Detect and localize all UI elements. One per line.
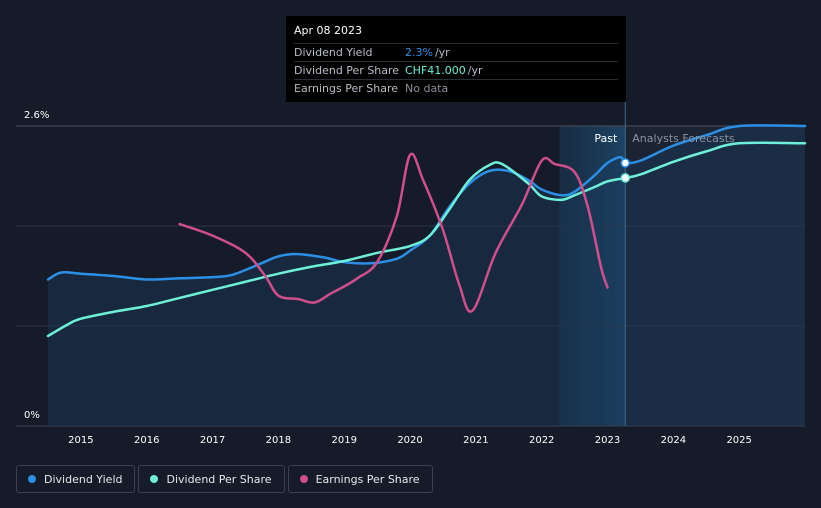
x-tick-label: 2024 xyxy=(661,435,686,446)
tooltip-label: Dividend Per Share xyxy=(294,64,400,77)
x-tick-label: 2015 xyxy=(68,435,93,446)
legend-dot-icon xyxy=(299,475,308,483)
legend-dot-icon xyxy=(28,475,36,483)
legend-item-dividend-yield[interactable]: Dividend Yield xyxy=(16,465,136,493)
earnings-per-share-line xyxy=(178,152,609,313)
legend-label: Earnings Per Share xyxy=(315,472,420,486)
legend-label: Dividend Per Share xyxy=(166,472,272,486)
legend-dot-icon xyxy=(150,475,159,483)
tooltip-unit: /yr xyxy=(467,64,483,77)
chart-tooltip: Apr 08 2023 Dividend Yield 2.3% /yr Divi… xyxy=(286,16,626,102)
tooltip-label: Dividend Yield xyxy=(294,46,373,59)
x-tick-label: 2019 xyxy=(331,435,356,446)
tooltip-unit: /yr xyxy=(434,46,450,59)
tooltip-row-dividend-per-share: Dividend Per Share CHF41.000 /yr xyxy=(294,61,618,79)
tooltip-date: Apr 08 2023 xyxy=(294,24,363,37)
x-tick-label: 2020 xyxy=(397,435,422,446)
dividend-per-share-marker xyxy=(620,173,631,183)
forecast-region xyxy=(625,126,805,426)
x-tick-label: 2016 xyxy=(134,435,159,446)
x-tick-label: 2025 xyxy=(726,435,751,446)
legend-item-dividend-per-share[interactable]: Dividend Per Share xyxy=(138,465,285,493)
x-tick-label: 2021 xyxy=(463,435,488,446)
x-tick-label: 2017 xyxy=(200,435,225,446)
legend-label: Dividend Yield xyxy=(44,472,123,486)
x-tick-label: 2018 xyxy=(266,435,291,446)
tooltip-value: CHF41.000 xyxy=(405,64,466,77)
past-label: Past xyxy=(594,132,618,145)
chart-legend: Dividend Yield Dividend Per Share Earnin… xyxy=(16,465,433,493)
forecast-label: Analysts Forecasts xyxy=(632,132,735,145)
x-tick-label: 2023 xyxy=(595,435,620,446)
tooltip-value: 2.3% xyxy=(405,46,433,59)
dividend-yield-marker xyxy=(620,158,631,168)
tooltip-value: No data xyxy=(405,82,449,95)
tooltip-row-dividend-yield: Dividend Yield 2.3% /yr xyxy=(294,43,618,61)
x-tick-label: 2022 xyxy=(529,435,554,446)
tooltip-row-earnings-per-share: Earnings Per Share No data xyxy=(294,79,618,97)
y-tick-label: 2.6% xyxy=(24,110,49,121)
tooltip-label: Earnings Per Share xyxy=(294,82,399,95)
dividend-yield-area xyxy=(48,125,805,427)
y-tick-label: 0% xyxy=(24,410,40,421)
legend-item-earnings-per-share[interactable]: Earnings Per Share xyxy=(287,465,433,493)
